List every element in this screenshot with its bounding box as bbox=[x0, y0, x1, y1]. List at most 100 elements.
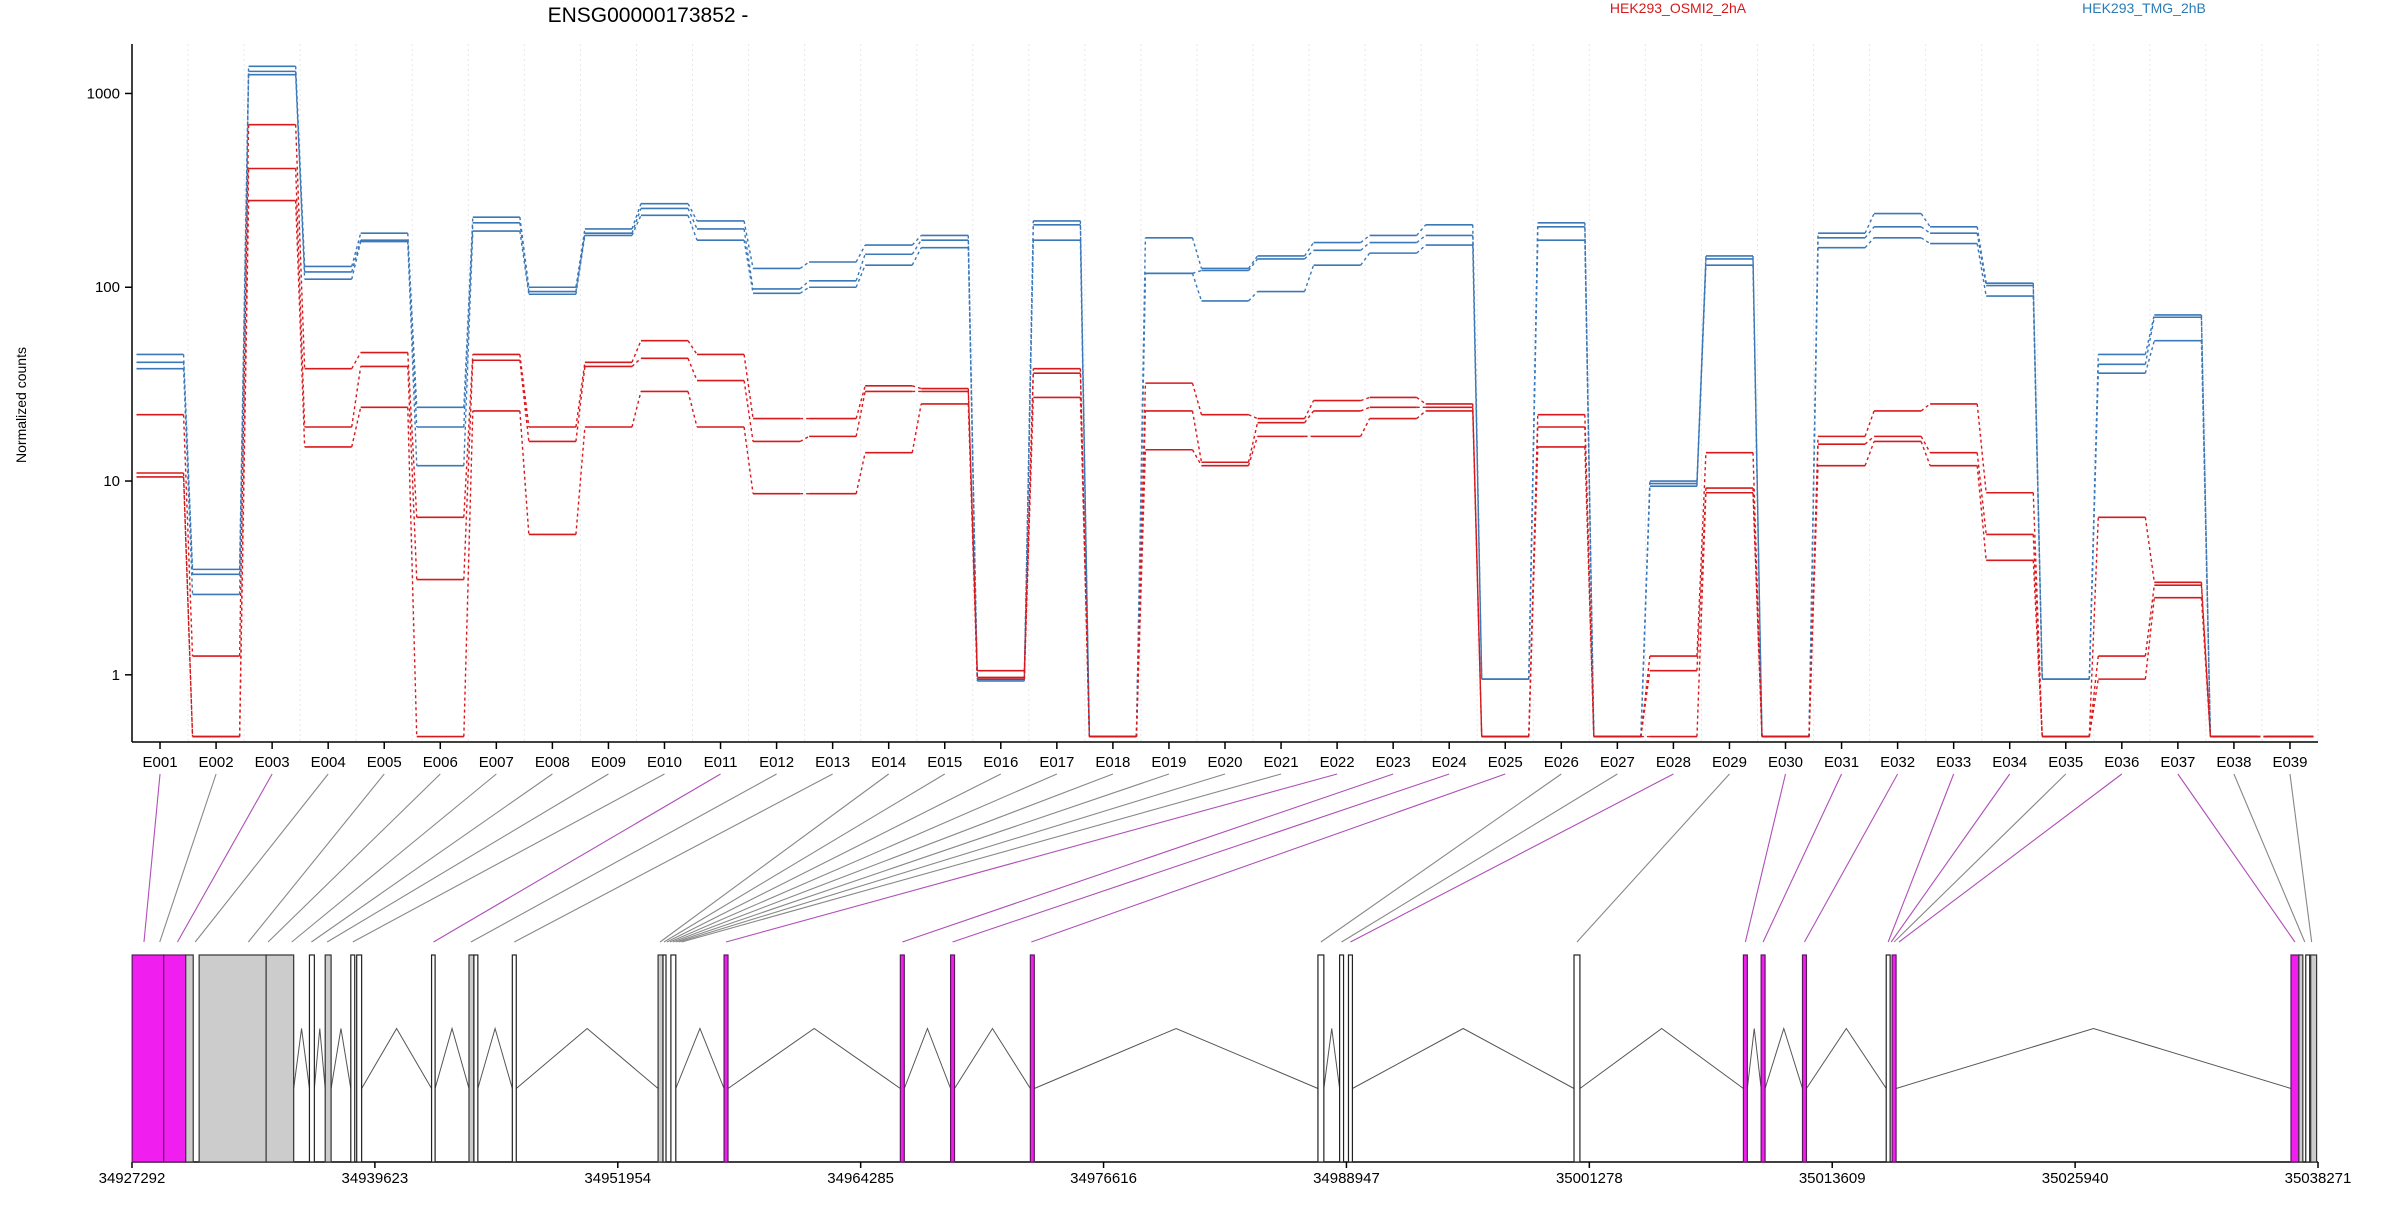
data-connector bbox=[1023, 397, 1035, 680]
data-connector bbox=[1247, 436, 1259, 466]
data-connector bbox=[1247, 255, 1259, 269]
x-tick-label: E005 bbox=[367, 754, 402, 771]
data-connector bbox=[2200, 582, 2212, 737]
data-connector bbox=[855, 264, 866, 288]
data-connector bbox=[1528, 240, 1539, 680]
x-tick-label: E032 bbox=[1880, 754, 1915, 771]
x-tick-label: E015 bbox=[927, 754, 962, 771]
data-connector bbox=[2088, 679, 2099, 737]
x-tick-label: E001 bbox=[143, 754, 178, 771]
data-connector bbox=[1304, 242, 1315, 257]
data-connector bbox=[1191, 237, 1203, 269]
x-tick-label: E004 bbox=[311, 754, 346, 771]
data-connector bbox=[182, 472, 194, 737]
exon-box bbox=[324, 954, 332, 1163]
x-tick-label: E018 bbox=[1095, 754, 1130, 771]
exon-connector bbox=[352, 773, 665, 943]
data-connector bbox=[1247, 258, 1259, 271]
data-connector bbox=[1135, 449, 1147, 737]
exon-connector bbox=[1890, 773, 2011, 943]
data-connector bbox=[631, 357, 642, 368]
series-line bbox=[136, 123, 2314, 738]
x-tick-label: E021 bbox=[1264, 754, 1299, 771]
genomic-tick-label: 35001278 bbox=[1556, 1170, 1623, 1187]
data-connector bbox=[799, 286, 810, 294]
data-connector bbox=[1752, 492, 1763, 737]
exon-connector bbox=[952, 773, 1450, 943]
intron-line bbox=[1352, 1027, 1575, 1089]
x-tick-label: E011 bbox=[704, 754, 738, 771]
data-connector bbox=[855, 391, 866, 437]
data-connector bbox=[1079, 240, 1091, 737]
x-tick-label: E033 bbox=[1936, 754, 1971, 771]
x-tick-label: E002 bbox=[199, 754, 234, 771]
data-connector bbox=[631, 203, 642, 230]
data-connector bbox=[1416, 410, 1427, 420]
data-connector bbox=[1360, 234, 1371, 244]
exon-connector bbox=[311, 773, 553, 943]
exon-connector bbox=[1887, 773, 1955, 943]
x-tick-label: E025 bbox=[1488, 754, 1523, 771]
data-connector bbox=[631, 208, 642, 234]
exon-box bbox=[899, 954, 905, 1163]
exon-box bbox=[1891, 954, 1897, 1163]
data-connector bbox=[687, 203, 698, 222]
data-connector bbox=[687, 358, 698, 381]
legend-label-osmi2: HEK293_OSMI2_2hA bbox=[1610, 0, 1747, 16]
genomic-tick-label: 35013609 bbox=[1799, 1170, 1866, 1187]
data-connector bbox=[1472, 410, 1483, 737]
data-connector bbox=[2088, 517, 2099, 737]
data-connector bbox=[631, 391, 642, 428]
x-tick-label: E013 bbox=[815, 754, 850, 771]
data-connector bbox=[2144, 314, 2156, 355]
exon-box bbox=[723, 954, 729, 1163]
data-connector bbox=[1023, 373, 1035, 678]
intron-line bbox=[1323, 1028, 1341, 1089]
exon-connector bbox=[1031, 773, 1506, 943]
data-connector bbox=[519, 230, 530, 295]
exon-connector bbox=[291, 773, 497, 943]
exon-box bbox=[657, 954, 664, 1163]
data-connector bbox=[631, 215, 642, 236]
exon-connector bbox=[1898, 773, 2123, 943]
x-tick-label: E028 bbox=[1656, 754, 1691, 771]
intron-line bbox=[1034, 1027, 1319, 1089]
data-connector bbox=[1752, 255, 1763, 737]
data-connector bbox=[855, 254, 866, 281]
y-tick-label: 100 bbox=[95, 279, 120, 296]
exon-connector bbox=[1762, 773, 1843, 943]
genomic-tick-label: 34927292 bbox=[99, 1170, 166, 1187]
exon-box bbox=[2305, 954, 2311, 1163]
chart-title: ENSG00000173852 - bbox=[548, 4, 749, 27]
x-tick-label: E014 bbox=[871, 754, 906, 771]
exon-box bbox=[430, 954, 436, 1163]
exon-connector bbox=[1576, 773, 1730, 943]
data-connector bbox=[407, 407, 418, 737]
x-tick-label: E038 bbox=[2216, 754, 2251, 771]
exon-box bbox=[185, 954, 194, 1163]
data-connector bbox=[2144, 597, 2156, 680]
x-tick-label: E027 bbox=[1600, 754, 1635, 771]
data-connector bbox=[1976, 403, 1987, 493]
data-connector bbox=[1696, 452, 1707, 657]
data-connector bbox=[2200, 597, 2212, 737]
data-connector bbox=[1135, 273, 1147, 737]
data-connector bbox=[1976, 233, 1987, 286]
exon-connector bbox=[1320, 773, 1562, 943]
exon-box bbox=[1347, 954, 1354, 1163]
exon-box bbox=[350, 954, 356, 1163]
exon-box bbox=[1885, 954, 1891, 1163]
data-connector bbox=[799, 261, 810, 270]
exon-connector bbox=[433, 773, 721, 943]
data-connector bbox=[911, 234, 922, 246]
data-connector bbox=[1303, 264, 1315, 292]
x-tick-label: E012 bbox=[759, 754, 794, 771]
x-tick-label: E009 bbox=[591, 754, 626, 771]
data-connector bbox=[1808, 247, 1819, 737]
exon-connector bbox=[1744, 773, 1787, 943]
data-connector bbox=[631, 340, 642, 363]
data-connector bbox=[1192, 269, 1202, 274]
data-connector bbox=[463, 410, 474, 737]
data-connector bbox=[575, 362, 586, 428]
exon-connector bbox=[326, 773, 609, 943]
